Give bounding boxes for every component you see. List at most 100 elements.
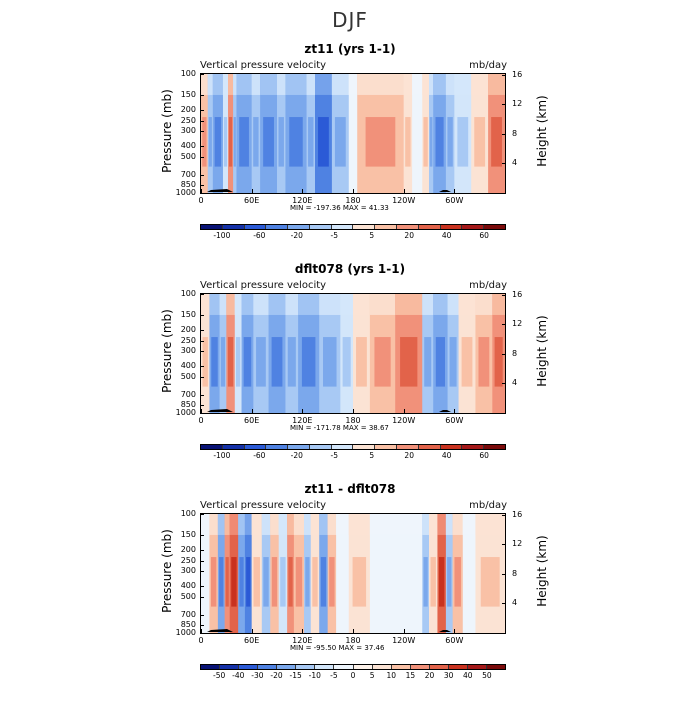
heatmap-upper xyxy=(445,514,454,535)
x-tick xyxy=(454,189,456,193)
heatmap-upper xyxy=(293,514,305,535)
heatmap-core xyxy=(320,557,327,607)
colorbar-label: 40 xyxy=(441,451,452,460)
heatmap-upper xyxy=(454,74,472,95)
y-tick-label: 100 xyxy=(180,289,196,298)
y-tick-label: 500 xyxy=(180,592,196,602)
colorbar-label: -40 xyxy=(232,671,245,680)
heatmap-core xyxy=(220,337,226,387)
colorbar-swatch xyxy=(397,445,419,449)
height-tick xyxy=(502,573,506,575)
y-tick xyxy=(200,404,204,406)
x-tick xyxy=(302,409,304,413)
heatmap-core xyxy=(461,337,473,387)
heatmap-core xyxy=(352,557,367,607)
heatmap-upper xyxy=(219,294,227,315)
heatmap-upper xyxy=(298,294,320,315)
y-tick-label: 100 xyxy=(180,509,196,518)
heatmap-upper xyxy=(201,294,210,315)
heatmap-upper xyxy=(447,294,460,315)
heatmap-core xyxy=(243,337,252,387)
heatmap-upper xyxy=(492,294,505,315)
colorbar-label: -30 xyxy=(251,671,264,680)
heatmap-upper xyxy=(433,74,447,95)
colorbar-label: -50 xyxy=(213,671,226,680)
colorbar-swatch xyxy=(375,225,398,229)
heatmap-cell xyxy=(348,74,358,193)
heatmap-upper xyxy=(287,514,295,535)
x-tick xyxy=(353,629,354,633)
colorbar-swatch xyxy=(244,445,267,449)
heatmap-upper xyxy=(229,514,239,535)
colorbar-label: 5 xyxy=(369,231,375,240)
heatmap-upper xyxy=(357,74,405,95)
min-max-label: MIN = -197.36 MAX = 41.33 xyxy=(290,204,389,212)
min-max-label: MIN = -171.78 MAX = 38.67 xyxy=(290,424,389,432)
colorbar-swatch xyxy=(222,445,245,449)
y-tick-label: 1000 xyxy=(175,628,196,637)
heatmap-core xyxy=(424,337,432,387)
y-tick-label: 150 xyxy=(180,309,196,319)
height-tick-label: 16 xyxy=(512,509,523,519)
x-tick xyxy=(251,629,253,633)
heatmap-upper xyxy=(445,74,455,95)
heatmap-core xyxy=(447,117,453,167)
height-tick-label: 4 xyxy=(512,378,518,388)
y-tick-label: 850 xyxy=(180,179,196,189)
colorbar xyxy=(200,224,506,230)
y-tick-label: 100 xyxy=(180,69,196,78)
colorbar-swatch xyxy=(418,225,441,229)
x-tick xyxy=(251,189,253,193)
colorbar-swatch xyxy=(266,225,289,229)
y-tick-label: 1000 xyxy=(175,188,196,197)
heatmap-core xyxy=(202,337,208,387)
y-tick xyxy=(200,341,204,343)
height-tick xyxy=(502,383,506,385)
x-tick-label: 0 xyxy=(198,416,204,425)
heatmap-core xyxy=(447,557,452,607)
colorbar-swatch xyxy=(375,445,398,449)
colorbar-swatch xyxy=(277,665,297,669)
x-tick-label: 180 xyxy=(345,196,361,205)
colorbar-label: 0 xyxy=(350,671,356,680)
colorbar-swatch xyxy=(309,225,332,229)
topography-andes xyxy=(439,630,451,632)
heatmap-upper xyxy=(475,294,493,315)
heatmap-core xyxy=(278,117,284,167)
y-tick xyxy=(200,597,204,599)
y-tick-label: 200 xyxy=(180,104,196,114)
colorbar-swatch xyxy=(331,445,354,449)
colorbar xyxy=(200,444,506,450)
y-tick-label: 700 xyxy=(180,389,196,399)
heatmap-core xyxy=(491,117,502,167)
colorbar-swatch xyxy=(353,665,373,669)
heatmap-core xyxy=(435,117,444,167)
y-tick-label: 400 xyxy=(180,580,196,590)
y-tick xyxy=(200,394,204,396)
heatmap-upper xyxy=(475,514,505,535)
heatmap-core xyxy=(263,117,274,167)
heatmap-upper xyxy=(348,514,371,535)
units-label: mb/day xyxy=(469,60,507,71)
panel-zt11: zt11 (yrs 1-1) Vertical pressure velocity… xyxy=(150,42,550,272)
heatmap-upper xyxy=(429,514,438,535)
colorbar-label: 5 xyxy=(369,451,375,460)
y-tick-label: 250 xyxy=(180,116,196,126)
colorbar-swatch xyxy=(239,665,259,669)
x-tick xyxy=(353,409,354,413)
height-tick-label: 8 xyxy=(512,348,518,358)
heatmap-upper xyxy=(452,514,464,535)
heatmap-core xyxy=(356,337,367,387)
heatmap-core xyxy=(253,557,260,607)
colorbar-swatch xyxy=(440,225,463,229)
colorbar-label: -5 xyxy=(330,231,338,240)
heatmap-upper xyxy=(310,514,320,535)
heatmap-core xyxy=(202,117,207,167)
x-tick-label: 180 xyxy=(345,416,361,425)
height-tick xyxy=(502,74,506,76)
y-tick xyxy=(200,329,204,331)
heatmap-core xyxy=(235,337,241,387)
colorbar-swatch xyxy=(462,225,485,229)
heatmap-core xyxy=(405,117,411,167)
heatmap-core xyxy=(210,557,217,607)
